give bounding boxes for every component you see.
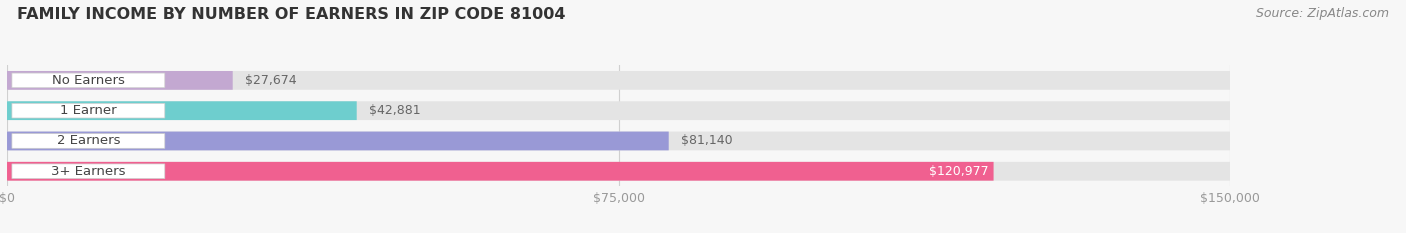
FancyBboxPatch shape xyxy=(7,162,1230,181)
FancyBboxPatch shape xyxy=(7,162,994,181)
FancyBboxPatch shape xyxy=(7,101,357,120)
Text: 2 Earners: 2 Earners xyxy=(56,134,120,147)
Text: FAMILY INCOME BY NUMBER OF EARNERS IN ZIP CODE 81004: FAMILY INCOME BY NUMBER OF EARNERS IN ZI… xyxy=(17,7,565,22)
FancyBboxPatch shape xyxy=(11,164,165,178)
FancyBboxPatch shape xyxy=(7,132,669,150)
FancyBboxPatch shape xyxy=(11,103,165,118)
FancyBboxPatch shape xyxy=(7,132,1230,150)
FancyBboxPatch shape xyxy=(11,73,165,88)
Text: 1 Earner: 1 Earner xyxy=(60,104,117,117)
Text: 3+ Earners: 3+ Earners xyxy=(51,165,125,178)
Text: $42,881: $42,881 xyxy=(368,104,420,117)
FancyBboxPatch shape xyxy=(7,101,1230,120)
FancyBboxPatch shape xyxy=(11,134,165,148)
FancyBboxPatch shape xyxy=(7,71,1230,90)
Text: No Earners: No Earners xyxy=(52,74,125,87)
Text: Source: ZipAtlas.com: Source: ZipAtlas.com xyxy=(1256,7,1389,20)
Text: $120,977: $120,977 xyxy=(929,165,988,178)
Text: $81,140: $81,140 xyxy=(681,134,733,147)
FancyBboxPatch shape xyxy=(7,71,233,90)
Text: $27,674: $27,674 xyxy=(245,74,297,87)
